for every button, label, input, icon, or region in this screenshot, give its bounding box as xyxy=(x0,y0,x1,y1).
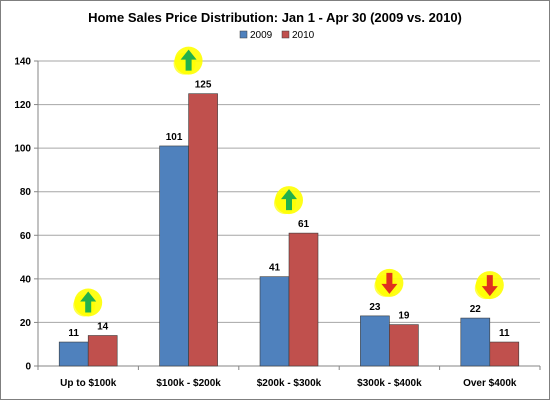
down-arrow-icon xyxy=(374,268,404,297)
data-label: 11 xyxy=(68,328,79,339)
y-tick-label: 60 xyxy=(20,231,32,242)
data-label: 11 xyxy=(499,328,510,339)
data-label: 125 xyxy=(195,80,212,91)
bar-2009 xyxy=(58,341,89,367)
up-arrow-icon xyxy=(173,46,203,75)
down-arrow-icon xyxy=(474,271,504,300)
legend-swatch xyxy=(239,30,248,39)
y-tick-label: 80 xyxy=(20,187,32,198)
bar-2010 xyxy=(389,324,419,367)
data-label: 61 xyxy=(298,219,310,230)
data-labels: 11 14 101 125 41 61 23 19 22 11 xyxy=(68,80,510,339)
x-tick-label: $200k - $300k xyxy=(257,378,322,389)
data-label: 23 xyxy=(369,302,381,313)
bar-2010 xyxy=(87,335,118,367)
data-label: 41 xyxy=(269,263,281,274)
y-tick-label: 0 xyxy=(25,362,31,373)
bar-2010 xyxy=(288,232,319,367)
legend-swatch xyxy=(281,30,290,39)
bar-2010 xyxy=(188,93,218,367)
y-tick-label: 100 xyxy=(14,144,31,155)
legend-item-2010: 2010 xyxy=(281,30,315,41)
up-arrow-icon xyxy=(73,288,103,317)
data-label: 14 xyxy=(97,322,109,333)
data-label: 22 xyxy=(470,304,482,315)
x-tick-label: Over $400k xyxy=(463,378,517,389)
bar-2010 xyxy=(489,341,520,367)
up-arrow-icon xyxy=(274,186,303,215)
bar-2009 xyxy=(259,276,290,367)
x-tick-label: Up to $100k xyxy=(60,378,117,389)
x-tick-label: $300k - $400k xyxy=(357,378,422,389)
y-tick-label: 40 xyxy=(20,274,32,285)
y-tick-label: 20 xyxy=(20,318,32,329)
bar-2009 xyxy=(159,145,189,367)
legend: 2009 2010 xyxy=(239,30,315,41)
y-tick-label: 140 xyxy=(14,57,31,68)
chart-title: Home Sales Price Distribution: Jan 1 - A… xyxy=(88,10,462,25)
legend-item-2009: 2009 xyxy=(239,30,273,41)
legend-label: 2010 xyxy=(292,30,315,41)
bars xyxy=(58,93,520,367)
data-label: 19 xyxy=(398,311,410,322)
y-tick-label: 120 xyxy=(14,100,31,111)
legend-label: 2009 xyxy=(250,30,273,41)
bar-2009 xyxy=(460,317,491,367)
x-tick-label: $100k - $200k xyxy=(156,378,221,389)
data-label: 101 xyxy=(166,132,183,143)
bar-2009 xyxy=(360,315,390,367)
trend-annotations xyxy=(73,46,504,317)
